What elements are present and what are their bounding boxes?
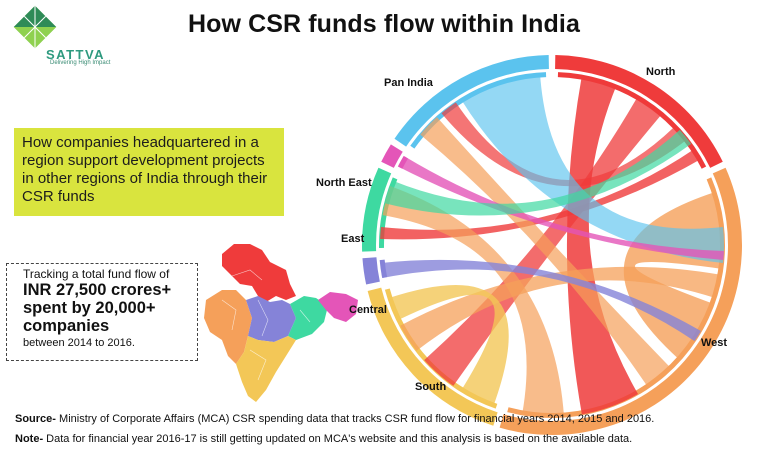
stats-line-1: Tracking a total fund flow of xyxy=(23,267,170,281)
map-region-north xyxy=(222,244,296,302)
map-region-east xyxy=(288,296,328,340)
stats-companies-word: companies xyxy=(23,317,110,335)
arc-north xyxy=(555,55,723,168)
arc-central xyxy=(362,257,380,285)
flow-ribbon-13 xyxy=(385,129,692,216)
flow-ribbon-5 xyxy=(400,266,722,351)
flow-ribbon-7 xyxy=(382,186,564,417)
flow-ribbon-10 xyxy=(460,73,724,263)
arc-north-east xyxy=(381,144,403,168)
label-east: East xyxy=(341,233,365,245)
description-callout: How companies headquartered in a region … xyxy=(14,128,284,216)
footnotes: Source- Ministry of Corporate Affairs (M… xyxy=(15,409,654,449)
chord-diagram xyxy=(362,55,742,435)
flow-ribbon-12 xyxy=(398,156,724,260)
arc-west xyxy=(499,167,742,435)
map-region-south xyxy=(236,336,296,402)
note-label: Note- xyxy=(15,433,44,445)
stats-total-flow: INR 27,500 crores+ xyxy=(23,281,172,299)
label-central: Central xyxy=(349,304,387,316)
flow-ribbon-11 xyxy=(380,259,701,342)
source-note: Source- Ministry of Corporate Affairs (M… xyxy=(15,409,654,429)
green-diamond-logo-icon xyxy=(13,5,57,49)
label-pan-india: Pan India xyxy=(384,77,433,89)
label-north-east: North East xyxy=(316,177,372,189)
flow-ribbon-6 xyxy=(420,117,672,388)
data-note: Note- Data for financial year 2016-17 is… xyxy=(15,429,654,449)
map-region-northeast xyxy=(318,292,358,322)
stats-period: between 2014 to 2016. xyxy=(23,337,135,349)
source-label: Source- xyxy=(15,413,56,425)
arc-pan-india xyxy=(394,55,549,147)
note-text: Data for financial year 2016-17 is still… xyxy=(46,433,633,445)
label-north: North xyxy=(646,66,676,78)
india-map xyxy=(204,244,358,402)
map-region-central xyxy=(246,296,296,342)
label-south: South xyxy=(415,381,447,393)
page-title: How CSR funds flow within India xyxy=(188,10,580,38)
logo-wordmark: SATTVA xyxy=(46,47,106,62)
stats-box: Tracking a total fund flow of INR 27,500… xyxy=(6,263,198,361)
flow-ribbon-2 xyxy=(441,102,688,187)
stats-companies: spent by 20,000+ xyxy=(23,299,156,317)
arc-east xyxy=(362,167,392,252)
flow-ribbon-0 xyxy=(566,75,638,415)
logo-tagline: Delivering High Impact xyxy=(50,60,111,66)
flow-ribbon-8 xyxy=(388,284,509,407)
arc-south xyxy=(367,287,498,426)
map-region-west xyxy=(204,290,252,364)
source-text: Ministry of Corporate Affairs (MCA) CSR … xyxy=(59,413,655,425)
label-west: West xyxy=(701,337,728,349)
